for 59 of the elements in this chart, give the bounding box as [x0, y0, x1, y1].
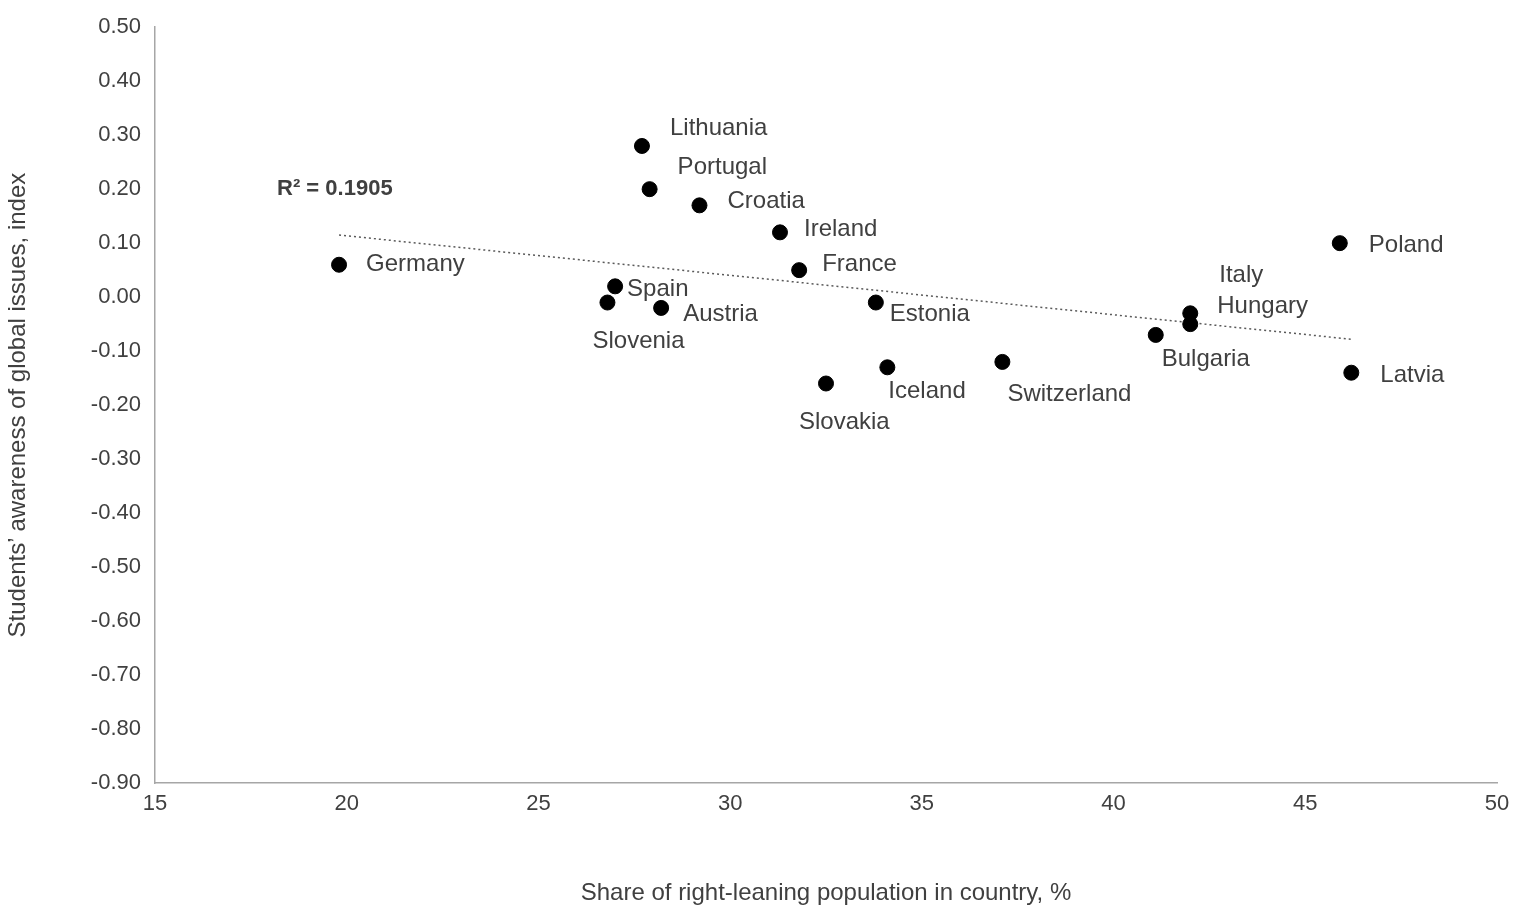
point: [818, 375, 834, 392]
point: [867, 294, 884, 311]
x-tick-label: 30: [717, 790, 743, 816]
x-tick-label: 15: [142, 790, 168, 816]
annotation: R² = 0.1905: [277, 175, 393, 201]
point: [599, 294, 616, 311]
y-tick-label: -0.30: [90, 445, 141, 471]
point: [607, 278, 624, 295]
y-tick-label: 0.50: [98, 13, 141, 39]
x-tick-label: 35: [909, 790, 935, 816]
y-tick-label: -0.90: [90, 769, 141, 795]
y-tick-label: 0.40: [98, 67, 141, 93]
point: [879, 359, 896, 376]
y-tick-label: 0.10: [98, 229, 141, 255]
series-label: France: [822, 248, 897, 276]
series-label: Croatia: [727, 185, 806, 213]
y-tick-label: 0.20: [98, 175, 141, 201]
y-tick-label: -0.80: [90, 715, 141, 741]
point: [771, 224, 788, 241]
y-tick-label: -0.40: [90, 499, 141, 525]
point: [691, 197, 708, 214]
series-label: Ireland: [803, 213, 878, 241]
y-tick-label: -0.50: [90, 553, 141, 579]
series-label: Estonia: [889, 299, 971, 327]
point: [641, 181, 658, 198]
series-label: Germany: [366, 249, 465, 277]
x-tick-label: 25: [526, 790, 551, 816]
x-axis-title: Share of right-leaning population in country, %: [580, 878, 1072, 906]
series-label: Spain: [627, 273, 689, 301]
series-label: Iceland: [888, 375, 966, 403]
series-label: Lithuania: [669, 112, 769, 140]
y-tick-label: -0.10: [90, 337, 141, 363]
y-tick-label: -0.60: [90, 607, 141, 633]
series-label: Bulgaria: [1161, 343, 1251, 371]
series-label: Austria: [683, 298, 759, 326]
x-tick-label: 45: [1293, 790, 1318, 816]
point: [994, 353, 1011, 370]
point: [1331, 235, 1348, 252]
x-tick-label: 50: [1484, 790, 1510, 816]
y-axis-title: Students’ awareness of global issues, index: [3, 172, 31, 638]
series-label: Italy: [1219, 259, 1264, 287]
series-label: Hungary: [1217, 290, 1308, 318]
point: [1343, 364, 1360, 381]
x-tick-label: 20: [334, 790, 359, 816]
point: [791, 262, 808, 279]
y-tick-label: 0.00: [98, 283, 141, 309]
series-label: Slovenia: [592, 326, 686, 354]
series-label: Latvia: [1380, 360, 1445, 388]
series-label: Switzerland: [1007, 378, 1132, 406]
series-label: Portugal: [677, 151, 768, 179]
y-tick-label: -0.20: [90, 391, 141, 417]
point: [331, 256, 348, 273]
y-tick-label: 0.30: [98, 121, 141, 147]
point: [633, 137, 650, 154]
y-tick-label: -0.70: [90, 661, 141, 687]
series-label: Slovakia: [799, 407, 891, 435]
point: [1147, 326, 1164, 343]
x-tick-label: 40: [1101, 790, 1126, 816]
series-label: Poland: [1368, 229, 1444, 257]
